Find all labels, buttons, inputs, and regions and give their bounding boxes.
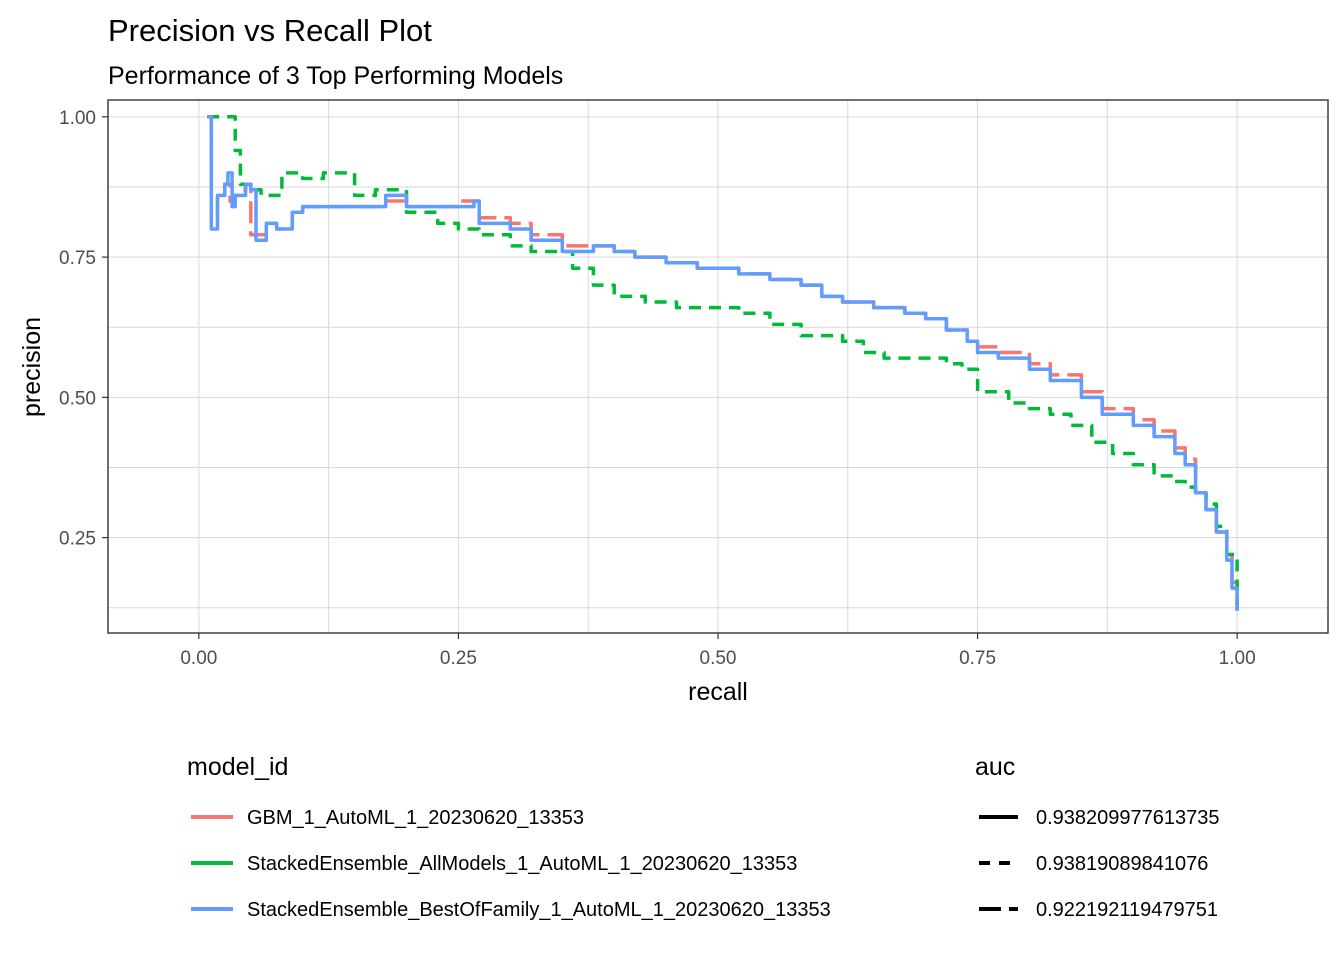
legend-model-label: StackedEnsemble_AllModels_1_AutoML_1_202… xyxy=(247,853,797,875)
legend-model-label: GBM_1_AutoML_1_20230620_13353 xyxy=(247,807,584,829)
x-axis-ticks: 0.00 0.25 0.50 0.75 1.00 xyxy=(180,633,1256,669)
x-tick-label: 0.25 xyxy=(440,648,477,669)
series-line-2 xyxy=(207,115,1239,611)
legend-auc: auc 0.938209977613735 0.93819089841076 0.9… xyxy=(975,753,1220,921)
legend-model-id: model_id GBM_1_AutoML_1_20230620_13353 St… xyxy=(187,753,831,921)
chart-subtitle: Performance of 3 Top Performing Models xyxy=(108,62,563,90)
legend-auc-label: 0.938209977613735 xyxy=(1036,807,1220,829)
y-axis-ticks: 0.25 0.50 0.75 1.00 xyxy=(59,108,108,550)
y-tick-label: 0.75 xyxy=(59,248,96,269)
x-tick-label: 0.75 xyxy=(959,648,996,669)
legend-model-title: model_id xyxy=(187,753,288,781)
series-line-3 xyxy=(207,115,1239,611)
legend-model-label: StackedEnsemble_BestOfFamily_1_AutoML_1_… xyxy=(247,899,831,921)
x-tick-label: 0.00 xyxy=(180,648,217,669)
y-axis-title: precision xyxy=(18,317,46,417)
x-tick-label: 0.50 xyxy=(700,648,737,669)
gridlines xyxy=(108,100,1328,633)
x-tick-label: 1.00 xyxy=(1219,648,1256,669)
y-tick-label: 0.50 xyxy=(59,388,96,409)
legend-auc-label: 0.922192119479751 xyxy=(1036,899,1218,921)
chart-title: Precision vs Recall Plot xyxy=(108,13,432,48)
x-axis-title: recall xyxy=(688,678,748,706)
legend-auc-title: auc xyxy=(975,753,1015,781)
series-line-1 xyxy=(207,115,1239,605)
y-tick-label: 0.25 xyxy=(59,529,96,550)
legend-auc-label: 0.93819089841076 xyxy=(1036,853,1208,875)
y-tick-label: 1.00 xyxy=(59,108,96,129)
series-lines xyxy=(207,115,1239,611)
